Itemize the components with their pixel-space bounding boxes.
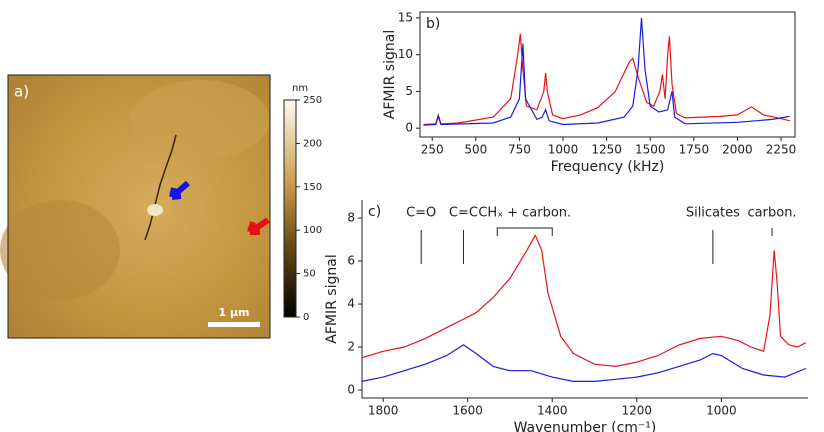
x-tick-label: 2250 [766, 143, 797, 157]
image-frame [7, 74, 271, 339]
annotation-label: carbon. [748, 206, 797, 221]
crack [144, 134, 177, 241]
annotation-label: C=C [449, 206, 478, 221]
y-tick-label: 0 [405, 121, 413, 135]
y-tick-label: 6 [347, 254, 355, 268]
series-line [423, 34, 790, 126]
panel-label: b) [426, 16, 440, 32]
x-tick-label: 1750 [679, 143, 710, 157]
y-tick-label: 4 [347, 297, 355, 311]
axes [361, 200, 808, 399]
y-tick-label: 10 [398, 47, 413, 61]
annotation-label: CHₓ + carbon. [478, 206, 571, 221]
scale-bar [208, 322, 260, 327]
annotation-bracket [496, 227, 553, 236]
blue-arrow [169, 180, 190, 200]
series-line [423, 17, 790, 126]
colorbar-tick-label: 50 [303, 269, 316, 280]
x-axis-label: Wavenumber (cm⁻¹) [514, 420, 657, 432]
panel-label: a) [14, 83, 29, 101]
x-axis-label: Frequency (kHz) [551, 159, 665, 175]
y-axis-label: AFMIR signal [324, 254, 340, 343]
x-tick-label: 1400 [537, 404, 568, 418]
x-tick-label: 750 [508, 143, 531, 157]
x-tick-label: 1500 [635, 143, 666, 157]
x-tick-label: 1200 [622, 404, 653, 418]
x-tick-label: 500 [464, 143, 487, 157]
annotation-label: C=O [406, 206, 436, 221]
x-tick-label: 1000 [706, 404, 737, 418]
bright-spot [147, 204, 163, 216]
colorbar-tick-label: 150 [303, 182, 322, 193]
x-tick-label: 2000 [722, 143, 753, 157]
y-tick-label: 15 [398, 10, 413, 24]
series-line [361, 344, 807, 382]
series-line [361, 233, 807, 368]
afm-image: 1 µm a) nm [0, 74, 308, 339]
annotation-label: Silicates [686, 206, 740, 221]
x-tick-label: 1800 [368, 404, 399, 418]
y-tick-label: 2 [347, 340, 355, 354]
x-tick-label: 250 [421, 143, 444, 157]
scale-bar-label: 1 µm [218, 306, 249, 319]
colorbar-label: nm [292, 83, 308, 94]
shade [0, 200, 120, 300]
y-axis-label: AFMIR signal [382, 30, 398, 119]
shade [130, 80, 270, 160]
x-tick-label: 1000 [548, 143, 579, 157]
panel-label: c) [368, 204, 381, 220]
y-tick-label: 5 [405, 84, 413, 98]
colorbar-tick-label: 100 [303, 225, 322, 236]
plot-frame [419, 11, 796, 138]
red-arrow [247, 217, 270, 235]
colorbar-tick-label: 250 [303, 95, 322, 106]
colorbar [283, 99, 297, 318]
y-tick-label: 0 [347, 383, 355, 397]
colorbar-tick-label: 200 [303, 138, 322, 149]
colorbar-tick-label: 0 [303, 312, 309, 323]
x-tick-label: 1600 [452, 404, 483, 418]
x-tick-label: 1250 [591, 143, 622, 157]
y-tick-label: 8 [347, 211, 355, 225]
